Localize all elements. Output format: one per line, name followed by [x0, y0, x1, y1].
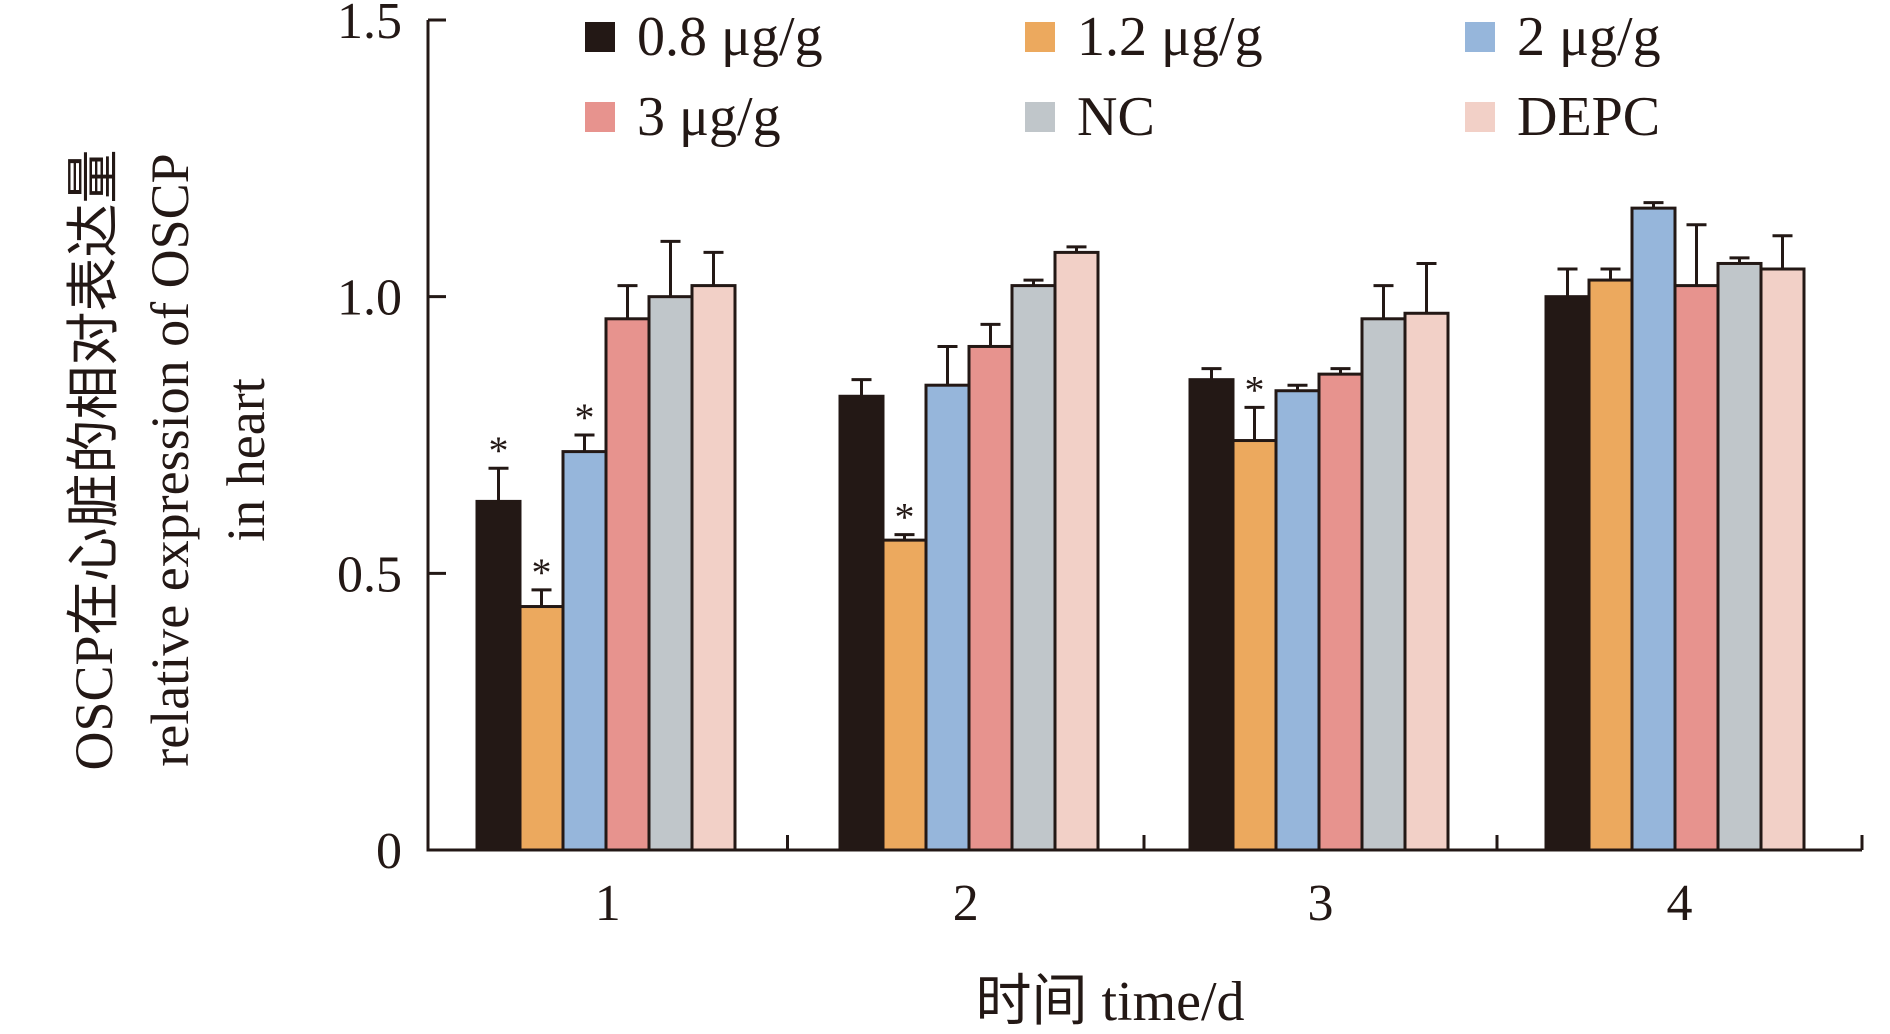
legend-swatch: [1465, 22, 1495, 52]
x-tick-label: 2: [953, 875, 979, 932]
legend: 0.8 μg/g 1.2 μg/g 2 μg/g 3 μg/g NC DEPC: [585, 6, 1661, 148]
bar: [1403, 311, 1450, 852]
bar: [838, 394, 885, 852]
legend-swatch: [585, 102, 615, 132]
bar: [1716, 261, 1763, 852]
significance-star: *: [532, 550, 552, 595]
y-axis-title-line: relative expression of OSCP: [140, 153, 200, 766]
y-tick-label: 0.5: [337, 546, 402, 603]
bar: [518, 605, 565, 852]
significance-star: *: [575, 395, 595, 440]
bar: [967, 344, 1014, 852]
legend-label: 3 μg/g: [637, 86, 781, 148]
x-tick-label: 1: [595, 875, 621, 932]
legend-label: NC: [1077, 86, 1155, 148]
legend-label: 1.2 μg/g: [1077, 6, 1263, 68]
bar: [690, 284, 737, 852]
legend-swatch: [1025, 22, 1055, 52]
significance-star: *: [489, 428, 509, 473]
x-axis-title: 时间 time/d: [975, 971, 1244, 1033]
bar: [604, 317, 651, 852]
bar: [1231, 439, 1278, 852]
bar: [1274, 389, 1321, 852]
bar: [1317, 372, 1364, 852]
bar: [647, 295, 694, 852]
bar: [1188, 378, 1235, 852]
axes: 0 0.5 1.0 1.5 1 2 3 4: [337, 0, 1864, 932]
bar: [1587, 278, 1634, 852]
legend-label: DEPC: [1517, 86, 1660, 148]
bar: [1544, 295, 1591, 852]
bar: [1053, 250, 1100, 852]
bar: [1673, 284, 1720, 852]
legend-swatch: [1465, 102, 1495, 132]
y-axis-title-line: in heart: [216, 378, 276, 541]
y-axis-title-line: OSCP在心脏的相对表达量: [64, 149, 124, 770]
bar: [924, 383, 971, 852]
bar: [1630, 206, 1677, 852]
x-tick-label: 3: [1308, 875, 1334, 932]
bar: [1360, 317, 1407, 852]
bar: [561, 450, 608, 852]
y-tick-label: 1.5: [337, 0, 402, 50]
significance-markers: * * * * *: [489, 367, 1265, 595]
x-tick-label: 4: [1667, 875, 1693, 932]
legend-swatch: [1025, 102, 1055, 132]
bar: [1759, 267, 1806, 852]
bar: [475, 499, 522, 852]
legend-label: 0.8 μg/g: [637, 6, 823, 68]
error-bars-layer: [488, 201, 1793, 607]
bar: [1010, 284, 1057, 852]
legend-label: 2 μg/g: [1517, 6, 1661, 68]
axis-labels: 时间 time/d OSCP在心脏的相对表达量 relative expressio…: [64, 149, 1245, 1033]
bars-layer: [475, 206, 1806, 852]
significance-star: *: [1245, 367, 1265, 412]
y-tick-label: 0: [376, 823, 402, 880]
legend-swatch: [585, 22, 615, 52]
bar: [881, 538, 928, 852]
y-tick-label: 1.0: [337, 270, 402, 327]
significance-star: *: [895, 495, 915, 540]
